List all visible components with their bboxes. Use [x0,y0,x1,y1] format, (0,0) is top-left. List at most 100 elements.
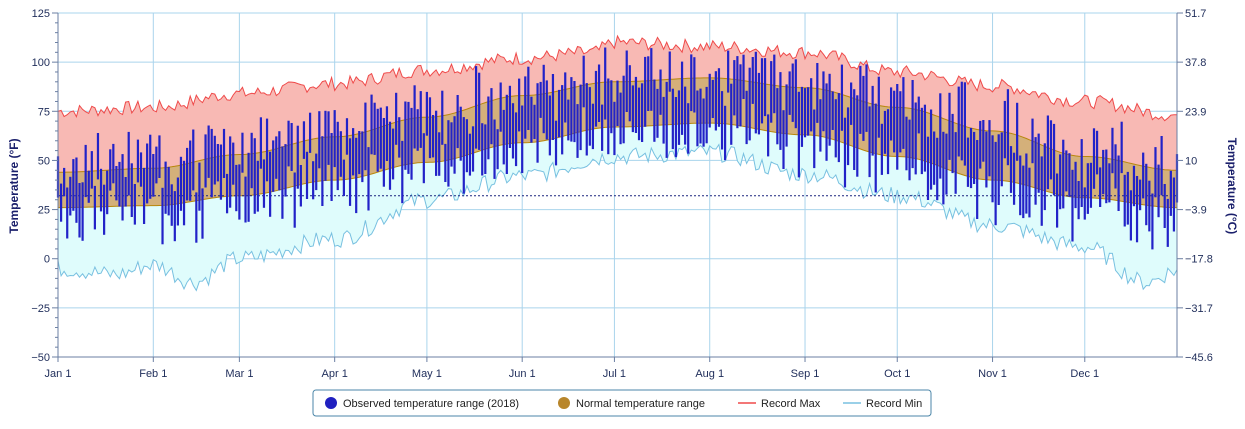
observed-day-bar[interactable] [822,71,825,132]
observed-day-bar[interactable] [601,104,604,151]
observed-day-bar[interactable] [723,105,727,161]
observed-day-bar[interactable] [1062,139,1065,209]
observed-day-bar[interactable] [730,83,733,145]
observed-day-bar[interactable] [914,102,917,175]
observed-day-bar[interactable] [481,123,484,176]
observed-day-bar[interactable] [948,92,951,160]
observed-day-bar[interactable] [296,125,299,189]
observed-day-bar[interactable] [265,118,269,182]
observed-day-bar[interactable] [321,136,324,206]
observed-day-bar[interactable] [616,80,619,126]
observed-day-bar[interactable] [136,139,140,183]
observed-day-bar[interactable] [78,183,81,238]
observed-day-bar[interactable] [926,136,930,200]
observed-day-bar[interactable] [189,140,192,201]
observed-day-bar[interactable] [518,78,521,132]
observed-day-bar[interactable] [594,70,598,127]
observed-day-bar[interactable] [229,136,232,208]
observed-day-bar[interactable] [708,73,711,128]
observed-day-bar[interactable] [391,128,395,180]
observed-day-bar[interactable] [1034,137,1037,205]
observed-day-bar[interactable] [840,64,844,131]
observed-day-bar[interactable] [1151,193,1154,250]
observed-day-bar[interactable] [1123,174,1126,227]
observed-day-bar[interactable] [1056,173,1059,228]
observed-day-bar[interactable] [478,72,481,150]
observed-day-bar[interactable] [911,80,914,169]
observed-day-bar[interactable] [146,143,149,204]
observed-day-bar[interactable] [702,98,705,147]
observed-day-bar[interactable] [1095,130,1099,175]
observed-day-bar[interactable] [846,107,850,166]
observed-day-bar[interactable] [874,103,877,193]
observed-day-bar[interactable] [161,187,164,245]
observed-day-bar[interactable] [81,182,84,241]
observed-day-bar[interactable] [557,89,561,138]
observed-day-bar[interactable] [462,117,465,194]
observed-day-bar[interactable] [966,137,970,187]
observed-day-bar[interactable] [63,167,66,197]
observed-day-bar[interactable] [597,64,601,123]
observed-day-bar[interactable] [327,111,330,165]
observed-day-bar[interactable] [871,85,874,156]
observed-day-bar[interactable] [917,96,920,134]
observed-day-bar[interactable] [1169,170,1172,216]
observed-day-bar[interactable] [711,79,714,118]
observed-day-bar[interactable] [278,131,281,191]
observed-day-bar[interactable] [656,88,659,138]
observed-day-bar[interactable] [96,133,100,180]
observed-day-bar[interactable] [87,170,90,203]
observed-day-bar[interactable] [647,56,650,111]
observed-day-bar[interactable] [1160,136,1163,196]
observed-day-bar[interactable] [1092,128,1096,189]
observed-day-bar[interactable] [84,144,87,198]
observed-day-bar[interactable] [1089,162,1093,208]
observed-day-bar[interactable] [536,83,539,163]
observed-day-bar[interactable] [225,173,229,214]
observed-day-bar[interactable] [929,109,933,190]
observed-day-bar[interactable] [803,88,807,138]
observed-day-bar[interactable] [607,78,610,155]
observed-day-bar[interactable] [164,161,167,214]
observed-day-bar[interactable] [727,50,730,93]
observed-day-bar[interactable] [1037,133,1040,193]
observed-day-bar[interactable] [763,58,767,117]
observed-day-bar[interactable] [542,64,545,134]
observed-day-bar[interactable] [585,83,588,156]
observed-day-bar[interactable] [942,131,945,205]
observed-day-bar[interactable] [893,90,896,153]
observed-day-bar[interactable] [644,56,647,127]
observed-day-bar[interactable] [1043,143,1046,211]
observed-day-bar[interactable] [936,137,939,201]
observed-day-bar[interactable] [776,88,779,145]
observed-day-bar[interactable] [186,147,189,201]
observed-day-bar[interactable] [877,76,880,138]
observed-day-bar[interactable] [539,81,542,118]
observed-day-bar[interactable] [779,72,782,150]
observed-day-bar[interactable] [1022,165,1025,219]
observed-day-bar[interactable] [714,71,717,131]
observed-day-bar[interactable] [853,89,856,170]
observed-day-bar[interactable] [499,82,502,132]
observed-day-bar[interactable] [106,170,109,215]
observed-day-bar[interactable] [754,51,757,134]
observed-day-bar[interactable] [997,134,1000,205]
observed-day-bar[interactable] [674,97,678,158]
observed-day-bar[interactable] [204,134,207,188]
observed-day-bar[interactable] [59,183,63,222]
observed-day-bar[interactable] [511,103,515,159]
observed-day-bar[interactable] [112,143,115,184]
observed-day-bar[interactable] [1049,120,1053,180]
observed-day-bar[interactable] [373,102,376,155]
observed-day-bar[interactable] [410,107,413,180]
observed-day-bar[interactable] [905,116,908,171]
observed-day-bar[interactable] [680,61,684,135]
observed-day-bar[interactable] [453,116,456,174]
observed-day-bar[interactable] [1074,161,1077,209]
observed-day-bar[interactable] [468,133,472,176]
observed-day-bar[interactable] [287,120,290,167]
observed-day-bar[interactable] [733,60,736,116]
legend-item-record-min[interactable]: Record Min [843,398,922,410]
observed-day-bar[interactable] [339,131,342,177]
observed-day-bar[interactable] [825,83,828,161]
